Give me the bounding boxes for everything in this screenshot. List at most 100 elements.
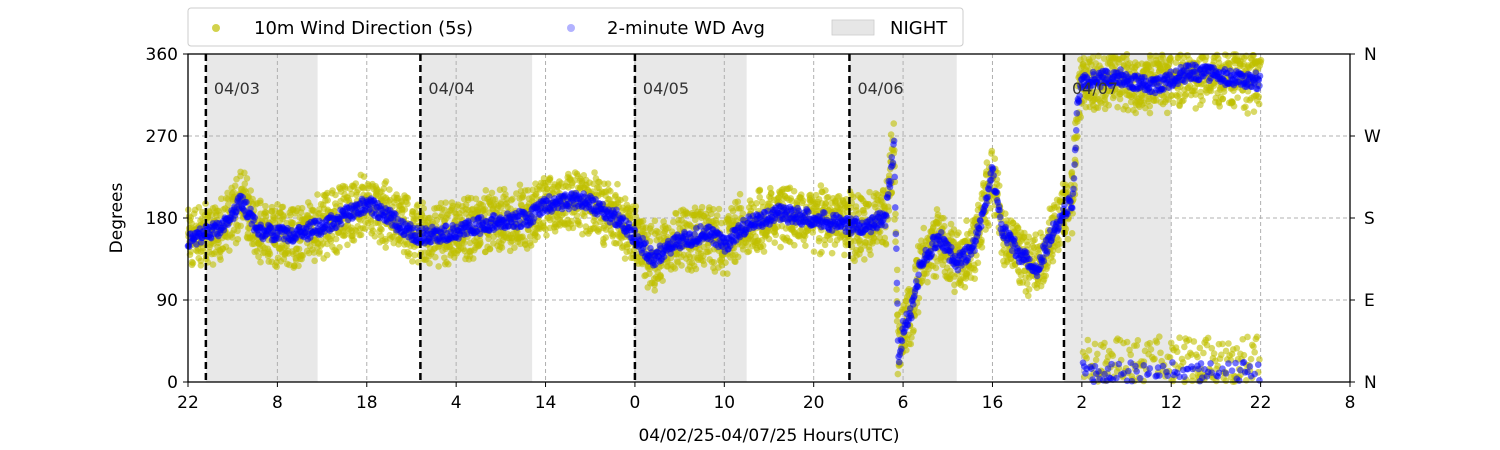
wind-direction-point [1146, 102, 1154, 110]
wind-direction-point [1167, 339, 1175, 347]
wind-direction-point [1196, 344, 1204, 352]
wind-direction-point [1176, 91, 1183, 98]
wd-avg-point [883, 212, 890, 220]
wind-direction-point [508, 237, 516, 245]
wind-direction-point [941, 222, 948, 230]
wind-direction-point [1024, 292, 1032, 300]
wd-avg-point [337, 220, 345, 228]
wind-direction-point [971, 275, 978, 282]
wind-direction-point [1173, 348, 1181, 356]
wind-direction-point [865, 201, 873, 208]
wind-direction-point [659, 277, 666, 285]
wind-direction-point [336, 243, 343, 251]
wind-direction-point [352, 180, 360, 187]
wind-direction-point [995, 182, 1003, 189]
wind-direction-point [810, 248, 818, 256]
wind-direction-point [1014, 224, 1022, 232]
wind-direction-point [1156, 333, 1163, 341]
wind-direction-point [324, 189, 331, 197]
wind-direction-point [1242, 103, 1249, 111]
wind-direction-point [860, 209, 868, 217]
wind-direction-point [739, 210, 747, 217]
wd-avg-point [881, 222, 889, 229]
wind-direction-point [807, 191, 814, 199]
wind-direction-point [289, 219, 297, 227]
wind-direction-point [1192, 91, 1199, 98]
wind-direction-point [893, 266, 901, 274]
wind-direction-point [891, 146, 898, 154]
wind-direction-point [1094, 350, 1101, 358]
wind-direction-point [360, 173, 368, 180]
wind-direction-point [404, 200, 411, 208]
wind-direction-point [316, 206, 323, 213]
wind-direction-point [371, 233, 379, 240]
wind-direction-point [441, 206, 448, 214]
wind-direction-point [511, 244, 518, 251]
wind-direction-point [924, 278, 931, 286]
wind-direction-point [406, 250, 413, 258]
wind-direction-point [678, 262, 685, 269]
wind-direction-point [1092, 356, 1100, 364]
wind-direction-point [445, 260, 452, 268]
wind-direction-point [797, 191, 805, 198]
wd-avg-point [889, 159, 897, 167]
wind-direction-point [571, 177, 578, 184]
wind-direction-point [894, 370, 902, 378]
wind-direction-point [1068, 229, 1076, 237]
wind-direction-point [765, 235, 773, 243]
wd-avg-point [642, 239, 649, 247]
wind-direction-point [1157, 349, 1164, 357]
wind-direction-point [224, 201, 232, 208]
wind-direction-point [639, 217, 647, 225]
wind-direction-point [804, 227, 812, 234]
wd-avg-point [891, 204, 899, 211]
wind-direction-point [247, 187, 254, 194]
wind-direction-point [442, 199, 450, 206]
wind-direction-point [1105, 101, 1113, 109]
wind-direction-point [262, 213, 270, 220]
wind-direction-point [715, 205, 723, 213]
wind-direction-point [974, 259, 982, 267]
wind-direction-point [295, 245, 303, 253]
wind-direction-point [323, 251, 331, 259]
wd-avg-point [893, 279, 901, 287]
wind-direction-point [1083, 354, 1090, 362]
wind-direction-point [344, 241, 351, 249]
wind-direction-point [654, 228, 662, 236]
wind-direction-point [1080, 55, 1088, 62]
wind-direction-point [1133, 342, 1140, 349]
wind-direction-point [1025, 286, 1033, 293]
wind-direction-point [961, 283, 969, 291]
wind-direction-point [722, 259, 729, 266]
wind-direction-point [1163, 109, 1171, 117]
wind-direction-point [1213, 51, 1221, 59]
wind-direction-point [1055, 246, 1062, 254]
wind-direction-point [614, 180, 621, 188]
wind-direction-point [1159, 54, 1167, 61]
wind-direction-point [1181, 343, 1188, 351]
wind-direction-point [893, 286, 900, 293]
wind-direction-point [753, 199, 760, 207]
wind-direction-point [591, 169, 598, 176]
wind-direction-point [1085, 347, 1093, 354]
wind-direction-point [573, 212, 581, 220]
wind-direction-point [1256, 356, 1263, 363]
wind-direction-point [1202, 53, 1210, 61]
wind-direction-point [1176, 334, 1183, 342]
wind-direction-point [266, 250, 274, 258]
wind-direction-point [516, 181, 524, 189]
wind-direction-point [382, 244, 390, 251]
wind-direction-point [621, 255, 629, 262]
wind-direction-point [672, 210, 680, 218]
wind-direction-point [759, 242, 767, 249]
wind-direction-point [576, 221, 583, 229]
wind-direction-point [988, 150, 995, 157]
wind-direction-point [818, 248, 825, 256]
wind-direction-point [1207, 87, 1215, 95]
wind-direction-point [1234, 94, 1241, 101]
wind-direction-point [760, 248, 768, 255]
wind-direction-point [1182, 90, 1189, 98]
wind-direction-point [1199, 97, 1206, 104]
wind-direction-point [777, 243, 784, 251]
